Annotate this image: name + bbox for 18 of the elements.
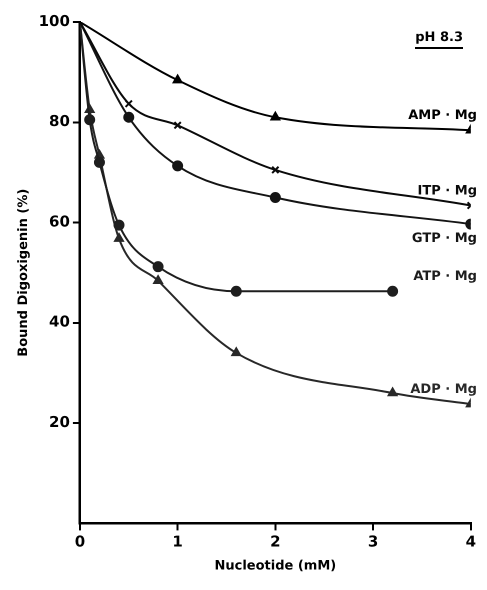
series-label: ATP · Mg: [413, 269, 477, 284]
x-tick-label: 1: [172, 532, 183, 550]
y-tick-label: 20: [49, 413, 70, 432]
x-tick-label: 3: [368, 532, 378, 550]
series-label: ITP · Mg: [418, 183, 477, 198]
x-tick-label: 4: [466, 532, 476, 550]
x-axis-title: Nucleotide (mM): [214, 558, 336, 574]
annotation: pH 8.3: [415, 30, 463, 49]
y-axis-title: Bound Digoxigenin (%): [16, 188, 32, 357]
y-tick-label: 80: [49, 112, 70, 130]
x-tick-label: 2: [270, 532, 281, 550]
y-tick-label: 60: [49, 212, 70, 230]
series-label: AMP · Mg: [408, 108, 477, 124]
y-tick-label: 100: [38, 12, 70, 30]
series-label: GTP · Mg: [412, 230, 477, 246]
series-label: ADP · Mg: [410, 382, 477, 397]
x-tick-label: 0: [74, 532, 86, 550]
y-tick-label: 40: [49, 312, 70, 331]
